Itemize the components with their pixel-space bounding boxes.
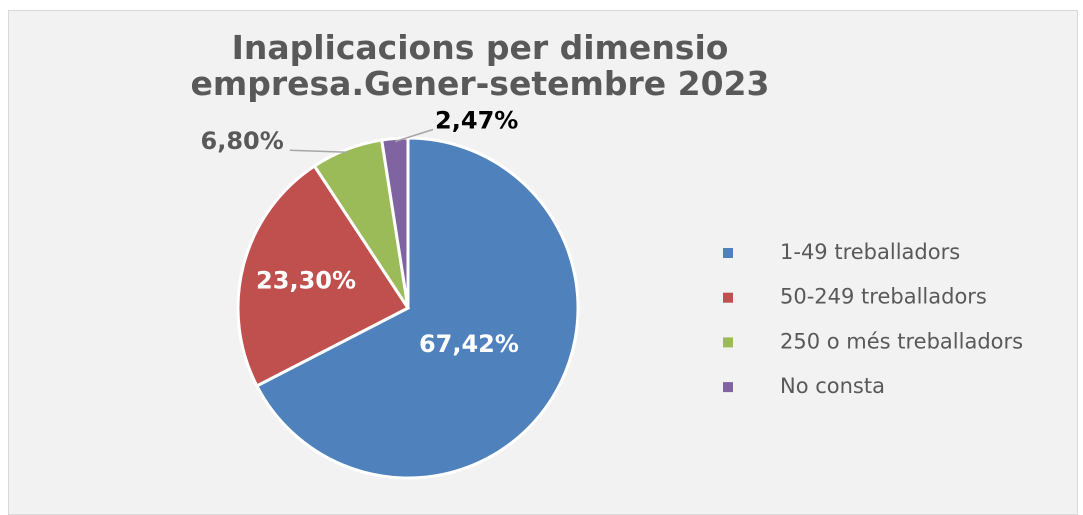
data-label: 2,47%	[435, 107, 518, 135]
legend-marker	[723, 248, 733, 258]
legend-label: 1-49 treballadors	[780, 240, 960, 264]
leader-line	[394, 128, 434, 143]
data-label: 6,80%	[201, 127, 284, 155]
legend-label: 50-249 treballadors	[780, 285, 987, 309]
legend-marker	[723, 292, 733, 303]
pie-slice	[236, 163, 411, 388]
legend-marker	[723, 337, 733, 348]
pie-slice	[254, 136, 580, 480]
legend-marker	[723, 382, 733, 393]
data-label: 23,30%	[256, 266, 356, 294]
chart-title: Inaplicacions per dimensio empresa.Gener…	[190, 28, 770, 103]
data-label: 67,42%	[419, 330, 519, 358]
legend-label: 250 o més treballadors	[780, 329, 1023, 353]
legend-label: No consta	[780, 374, 885, 398]
leader-line	[289, 149, 348, 153]
